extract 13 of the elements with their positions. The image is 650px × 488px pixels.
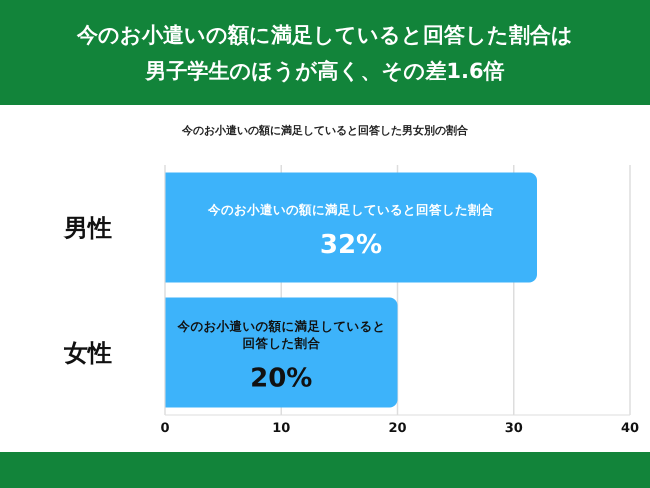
x-tick-label: 40 xyxy=(620,421,640,436)
x-tick-label: 0 xyxy=(160,421,170,436)
x-tick-label: 20 xyxy=(388,421,407,436)
data-label: 20% xyxy=(250,364,312,394)
x-tick-label: 10 xyxy=(272,421,290,436)
data-label: 32% xyxy=(320,230,382,260)
y-tick-label: 女性 xyxy=(63,339,112,368)
annotation: 今のお小遣いの額に満足していると回答した割合 xyxy=(207,202,494,217)
chart-title: 今のお小遣いの額に満足していると回答した割合は男子学生のほうが高く、その差1.6倍 xyxy=(76,22,574,84)
y-tick-label: 男性 xyxy=(63,214,112,242)
chart-subtitle: 今のお小遣いの額に満足していると回答した男女別の割合 xyxy=(181,123,469,138)
annotation: 今のお小遣いの額に満足していると回答した割合 xyxy=(176,318,386,350)
x-tick-label: 30 xyxy=(504,421,523,436)
